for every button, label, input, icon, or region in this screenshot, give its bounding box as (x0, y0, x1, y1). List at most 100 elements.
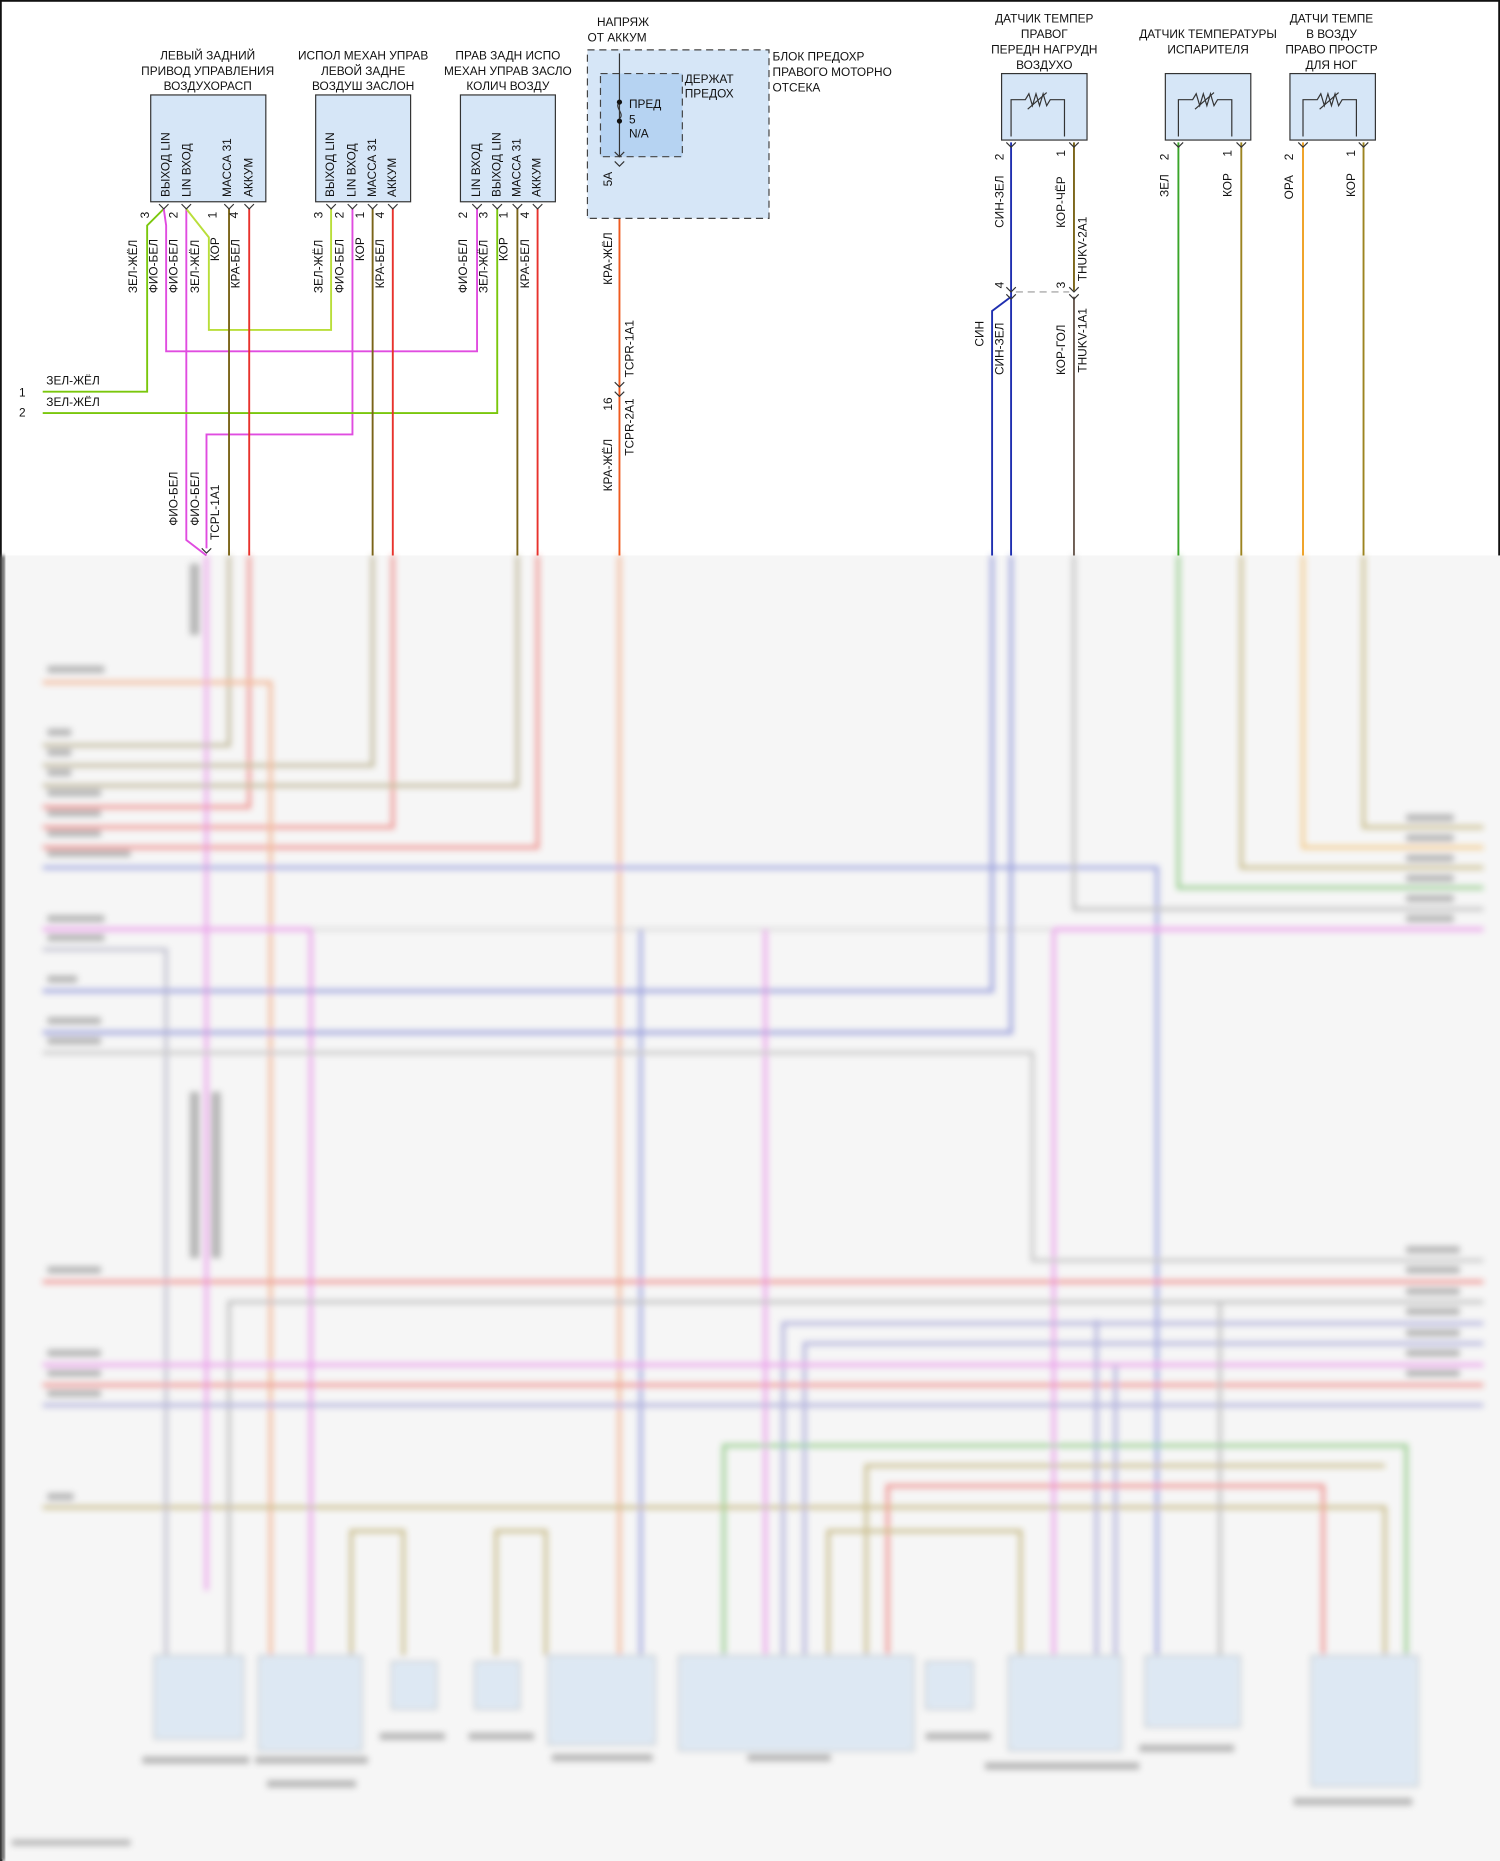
component-box (459, 94, 556, 203)
component-title: ПРАВО ПРОСТР (1285, 42, 1377, 56)
wire-label: КОР (1344, 173, 1358, 197)
supply-label: НАПРЯЖ (597, 15, 649, 29)
input-number: 2 (19, 406, 26, 420)
wire-label: ФИО-БЕЛ (167, 472, 181, 526)
fuse-block-title: ОТСЕКА (773, 80, 821, 94)
connector-label: THUKV-2A1 (1076, 216, 1090, 281)
pin-label: АККУМ (530, 158, 544, 197)
wire-label: ЗЕЛ-ЖЁЛ (311, 240, 325, 293)
wire-label: ЗЕЛ-ЖЁЛ (188, 240, 202, 293)
pin-label: LIN ВХОД (469, 143, 483, 197)
component-title: КОЛИЧ ВОЗДУ (466, 79, 549, 93)
wire-label: СИН (972, 321, 986, 347)
wire-label: ОРА (1282, 175, 1296, 199)
pin-label: МАССА 31 (510, 138, 524, 197)
component-title: ПРАВ ЗАДН ИСПО (455, 48, 560, 62)
pin-number: 1 (496, 211, 510, 218)
connector-label: THUKV-1A1 (1076, 308, 1090, 373)
wire-label: ФИО-БЕЛ (167, 239, 181, 293)
pin-label: LIN ВХОД (345, 143, 359, 197)
pin-label: ВЫХОД LIN (323, 132, 337, 197)
right-front-chest-sensor: ДАТЧИК ТЕМПЕР ПРАВОГ ПЕРЕДН НАГРУДН ВОЗД… (972, 12, 1097, 375)
connector-pin: 3 (1054, 281, 1068, 288)
component-box (1164, 72, 1252, 141)
thermistor-icon (1010, 91, 1066, 137)
right-rear-damper: ПРАВ ЗАДН ИСПО МЕХАН УПРАВ ЗАСЛО КОЛИЧ В… (444, 48, 572, 293)
component-title: ВОЗДУХОРАСП (164, 79, 252, 93)
pin-number: 3 (311, 211, 325, 218)
component-title: ВОЗДУШ ЗАСЛОН (312, 79, 414, 93)
fuse-block: НАПРЯЖ ОТ АККУМ ПРЕД 5 N/A ДЕРЖАТ ПРЕДОХ… (586, 15, 892, 491)
component-title: ЛЕВОЙ ЗАДНЕ (321, 63, 405, 78)
wire-label: КРА-БЕЛ (373, 239, 387, 288)
supply-label: ОТ АККУМ (588, 31, 647, 45)
wires (42, 49, 1365, 557)
pin-number: 2 (167, 212, 181, 219)
fuse-label: ПРЕД (629, 97, 661, 111)
fuse-number: 5 (629, 112, 636, 126)
component-title: ДЛЯ НОГ (1306, 58, 1358, 72)
component-title: ДАТЧИК ТЕМПЕРАТУРЫ (1139, 27, 1277, 41)
pin-label: МАССА 31 (365, 138, 379, 197)
component-title: ПЕРЕДН НАГРУДН (991, 42, 1097, 56)
input-number: 1 (19, 385, 26, 399)
pin-label: МАССА 31 (220, 138, 234, 197)
pin-number: 2 (333, 212, 347, 219)
component-title: ПРИВОД УПРАВЛЕНИЯ (141, 64, 274, 78)
pin-number: 5A (601, 172, 615, 187)
component-title: ИСПОЛ МЕХАН УПРАВ (298, 48, 428, 62)
pin-number: 1 (1344, 150, 1358, 157)
pin-number: 1 (1054, 150, 1068, 157)
wire-label: ЗЕЛ-ЖЁЛ (126, 240, 140, 293)
component-title: ДАТЧИ ТЕМПЕ (1290, 12, 1374, 26)
component-title: ЛЕВЫЙ ЗАДНИЙ (160, 47, 255, 62)
pin-label: LIN ВХОД (180, 143, 194, 197)
pin-number: 1 (1220, 150, 1234, 157)
wire-label: ЗЕЛ (1157, 174, 1171, 197)
wire-label: ФИО-БЕЛ (333, 239, 347, 293)
pin-number: 2 (993, 154, 1007, 161)
evaporator-sensor: ДАТЧИК ТЕМПЕРАТУРЫ ИСПАРИТЕЛЯ 2 1 ЗЕЛ КО… (1139, 27, 1277, 197)
tcpl-connector: ФИО-БЕЛ ФИО-БЕЛ TCPL-1A1 (167, 472, 222, 554)
wire-label: КОР (353, 237, 367, 261)
pin-number: 2 (1157, 154, 1171, 161)
wire-label: КОР-ГОЛ (1054, 325, 1068, 376)
holder-label: ДЕРЖАТ (685, 72, 734, 86)
pin-number: 1 (206, 211, 220, 218)
fuse-holder-outline (599, 72, 683, 158)
fuse-block-title: ПРАВОГО МОТОРНО (773, 65, 892, 79)
right-footwell-sensor: ДАТЧИ ТЕМПЕ В ВОЗДУ ПРАВО ПРОСТР ДЛЯ НОГ… (1282, 12, 1378, 200)
wire-label: КОР-ЧЁР (1054, 176, 1068, 228)
connector-label: TCPL-1A1 (208, 484, 222, 540)
holder-label: ПРЕДОХ (685, 86, 734, 100)
wire-label: КОР (1220, 173, 1234, 197)
pin-number: 2 (1282, 154, 1296, 161)
connector-pin: 16 (601, 397, 615, 411)
pin-number: 3 (476, 211, 490, 218)
left-rear-actuator: ЛЕВЫЙ ЗАДНИЙ ПРИВОД УПРАВЛЕНИЯ ВОЗДУХОРА… (126, 47, 274, 293)
wire-label: ЗЕЛ-ЖЁЛ (476, 240, 490, 293)
component-box (315, 94, 412, 203)
wire-label: ФИО-БЕЛ (188, 472, 202, 526)
connector-label: TCPR-2A1 (622, 398, 636, 456)
wire-label: КОР (496, 237, 510, 261)
connector-label: TCPR-1A1 (622, 320, 636, 378)
component-title: ВОЗДУХО (1016, 58, 1072, 72)
pin-label: АККУМ (241, 158, 255, 197)
pin-number: 4 (227, 211, 241, 218)
pin-connectors (158, 142, 1369, 300)
thermistor-icon (1177, 91, 1233, 137)
left-rear-damper: ИСПОЛ МЕХАН УПРАВ ЛЕВОЙ ЗАДНЕ ВОЗДУШ ЗАС… (298, 48, 428, 293)
component-title: В ВОЗДУ (1306, 27, 1357, 41)
pin-label: ВЫХОД LIN (158, 132, 172, 197)
wire-label: КРА-БЕЛ (228, 239, 242, 288)
wire-label: КРА-ЖЁЛ (601, 232, 615, 285)
pin-number: 3 (138, 211, 152, 218)
component-box (1289, 72, 1376, 141)
wire-label: ФИО-БЕЛ (456, 239, 470, 293)
pin-number: 2 (456, 212, 470, 219)
blurred-lower-section (0, 555, 1500, 1861)
wire-label: КРА-БЕЛ (518, 239, 532, 288)
component-title: МЕХАН УПРАВ ЗАСЛО (444, 64, 572, 78)
thermistor-icon (1302, 91, 1358, 137)
